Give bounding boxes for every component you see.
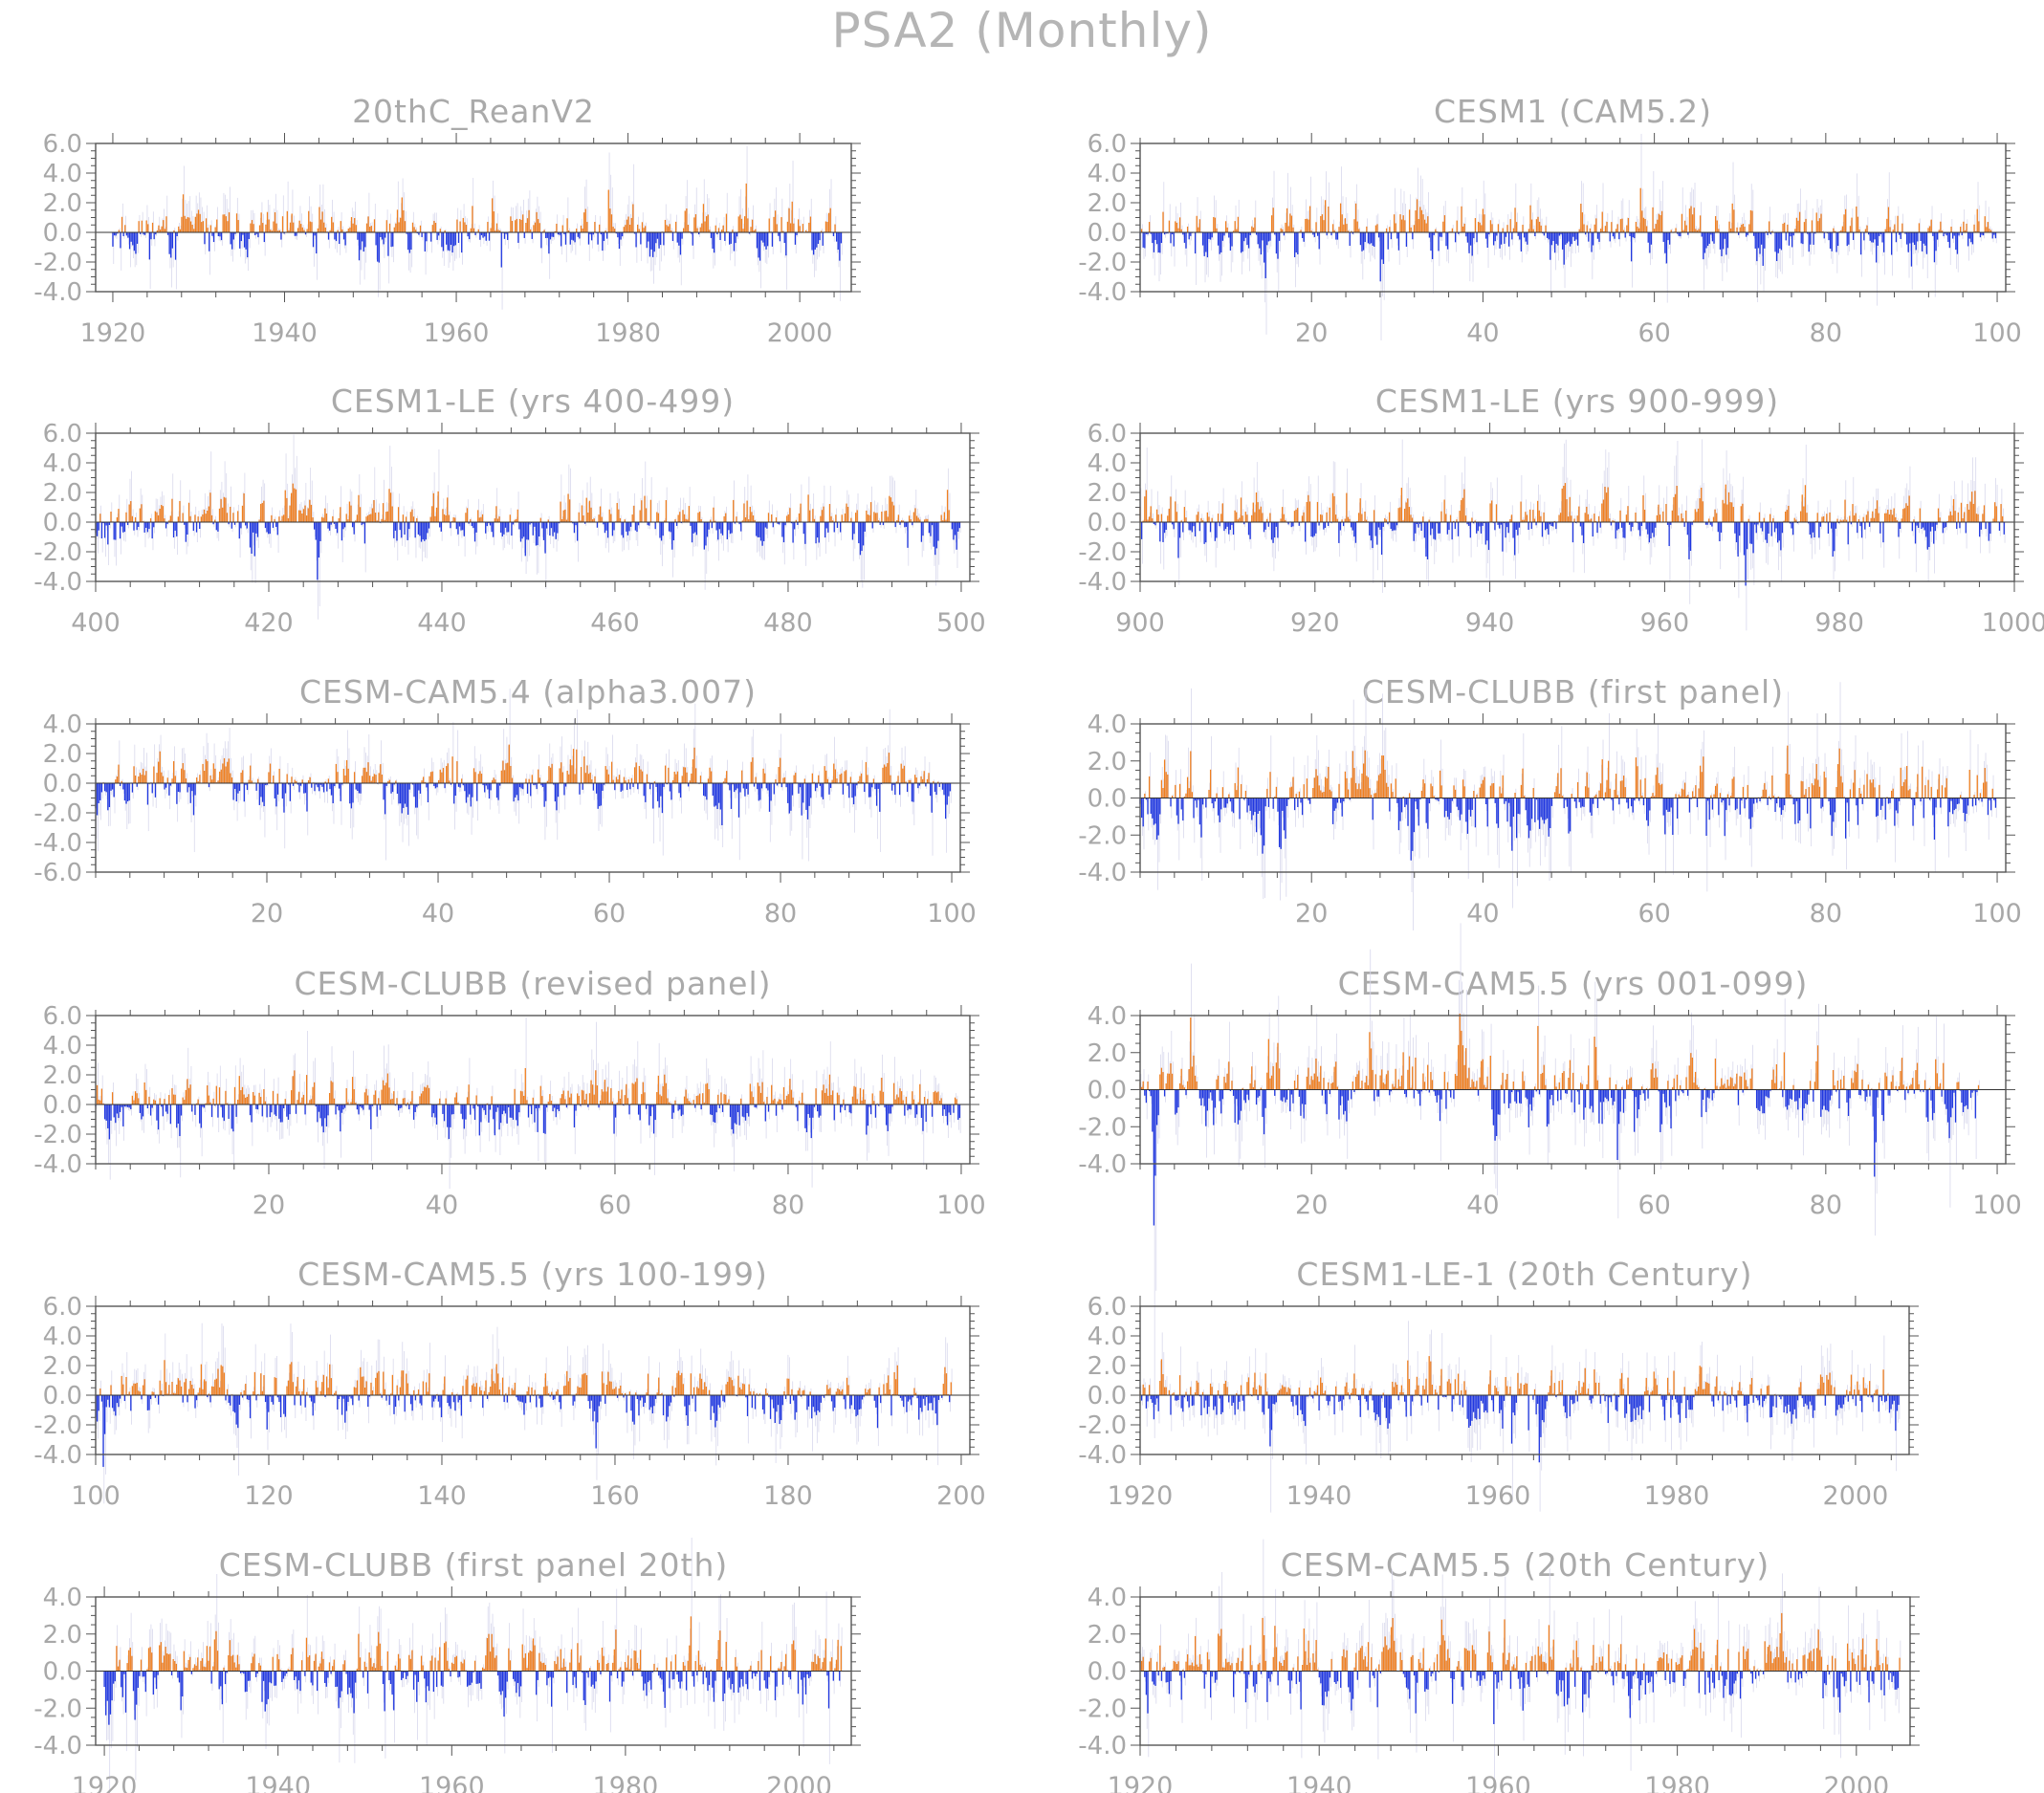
- x-tick-label: 1920: [80, 318, 146, 348]
- y-tick-label: 6.0: [1088, 130, 1127, 159]
- y-tick-label: -2.0: [1078, 538, 1127, 567]
- x-tick-label: 80: [1810, 318, 1842, 348]
- y-tick-label: 6.0: [43, 130, 82, 159]
- y-tick-label: -4.0: [1078, 568, 1127, 597]
- x-tick-label: 40: [1466, 318, 1499, 348]
- y-tick-label: 6.0: [43, 420, 82, 448]
- panel-title: CESM1-LE (yrs 400-499): [331, 383, 735, 420]
- panel-title: CESM1-LE (yrs 900-999): [1375, 383, 1779, 420]
- y-tick-label: 2.0: [1088, 479, 1127, 508]
- series-bars: [112, 145, 843, 310]
- y-tick-label: -2.0: [1078, 249, 1127, 277]
- y-tick-label: 2.0: [43, 189, 82, 218]
- x-tick-label: 1940: [252, 318, 318, 348]
- plot-frame: [1139, 432, 2015, 582]
- panel-title: CESM1 (CAM5.2): [1434, 93, 1712, 130]
- x-tick-label: 900: [1115, 608, 1165, 638]
- series-bars: [1139, 439, 2006, 631]
- y-tick-label: 4.0: [1088, 449, 1127, 478]
- y-tick-label: -4.0: [33, 568, 82, 597]
- y-tick-label: 0.0: [43, 219, 82, 248]
- x-tick-label: 460: [590, 608, 640, 638]
- x-tick-label: 1000: [1982, 608, 2044, 638]
- y-tick-label: -2.0: [33, 249, 82, 277]
- plot-frame: [1139, 142, 2007, 293]
- y-tick-label: 6.0: [1088, 420, 1127, 448]
- panel-title: 20thC_ReanV2: [352, 93, 595, 130]
- chart-panel: CESM1-LE (yrs 400-499) 6.04.02.00.0-2.0-4…: [33, 383, 985, 638]
- chart-panel: CESM-CAM5.4 (alpha3.007)4.02.00.0-2.0-4.…: [33, 673, 977, 929]
- panel-title: CESM-CAM5.4 (alpha3.007): [299, 673, 757, 711]
- y-tick-label: -2.0: [33, 538, 82, 567]
- x-tick-label: 980: [1814, 608, 1864, 638]
- series-bars: [95, 689, 952, 862]
- x-tick-label: 400: [71, 608, 121, 638]
- figure-title: PSA2 (Monthly): [0, 0, 2044, 67]
- y-tick-label: -4.0: [1078, 278, 1127, 307]
- x-tick-label: 20: [1295, 318, 1328, 348]
- x-tick-label: 1980: [595, 318, 661, 348]
- y-tick-label: 4.0: [43, 449, 82, 478]
- y-tick-label: 0.0: [1088, 219, 1127, 248]
- x-tick-label: 100: [1972, 318, 2022, 348]
- chart-panel: 20thC_ReanV2 6.04.02.00.0-2.0-4.0 1920 1940…: [33, 93, 861, 348]
- x-tick-label: 1960: [424, 318, 490, 348]
- x-tick-label: 500: [936, 608, 986, 638]
- y-tick-label: 4.0: [1088, 160, 1127, 188]
- x-tick-label: 420: [244, 608, 294, 638]
- y-tick-label: -4.0: [33, 278, 82, 307]
- x-tick-label: 60: [1637, 318, 1670, 348]
- series-bars: [95, 434, 961, 620]
- x-tick-label: 920: [1290, 608, 1340, 638]
- y-tick-label: 2.0: [43, 479, 82, 508]
- chart-panel: CESM1 (CAM5.2) 6.04.02.00.0-2.0-4.0 20 40 60…: [1078, 93, 2022, 348]
- x-tick-label: 940: [1465, 608, 1515, 638]
- y-tick-label: 0.0: [43, 509, 82, 537]
- y-tick-label: 2.0: [1088, 189, 1127, 218]
- x-tick-label: 960: [1640, 608, 1690, 638]
- y-tick-label: 4.0: [43, 160, 82, 188]
- series-bars: [1139, 134, 1997, 341]
- chart-panel: CESM1-LE (yrs 900-999) 6.04.02.00.0-2.0-4…: [1078, 383, 2044, 638]
- y-tick-label: 0.0: [1088, 509, 1127, 537]
- x-tick-label: 2000: [767, 318, 833, 348]
- x-tick-label: 440: [417, 608, 467, 638]
- x-tick-label: 480: [763, 608, 813, 638]
